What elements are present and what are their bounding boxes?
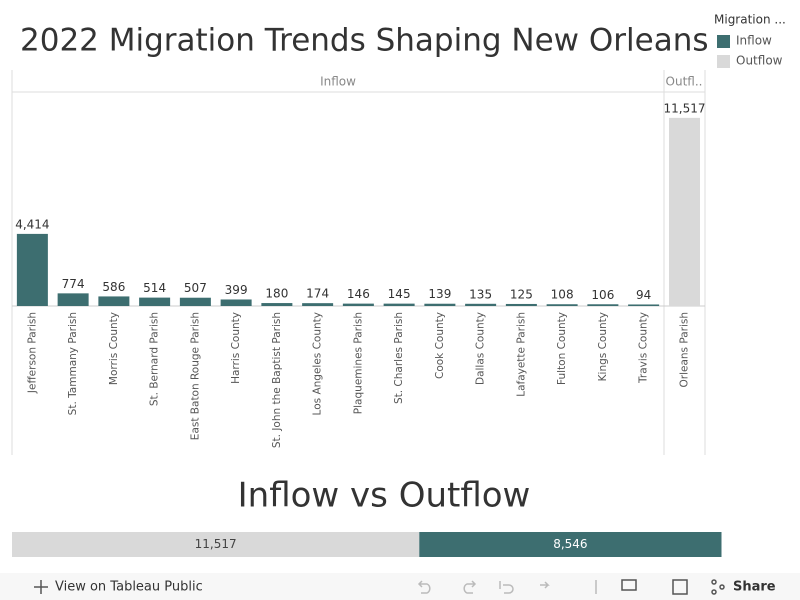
x-tick-label: St. John the Baptist Parish	[271, 312, 283, 448]
bar	[57, 293, 89, 306]
value-label: 135	[469, 287, 492, 301]
tableau-icon	[34, 580, 48, 594]
value-label: 174	[306, 287, 329, 301]
value-label: 586	[102, 280, 125, 294]
value-label: 125	[510, 287, 533, 301]
value-label: 8,546	[553, 537, 587, 551]
x-tick-label: Travis County	[638, 312, 650, 384]
x-tick-label: Harris County	[230, 312, 242, 384]
panel-header: Outfl..	[666, 75, 703, 89]
x-tick-label: St. Charles Parish	[393, 312, 405, 404]
x-tick-label: Jefferson Parish	[26, 312, 38, 394]
value-label: 514	[143, 281, 166, 295]
view-link[interactable]: View on Tableau Public	[55, 580, 203, 595]
toolbar	[0, 573, 800, 600]
value-label: 180	[265, 287, 288, 301]
x-tick-label: Orleans Parish	[679, 312, 691, 388]
x-tick-label: Morris County	[108, 312, 120, 385]
x-tick-label: Kings County	[597, 312, 609, 381]
bar-segment	[12, 532, 420, 557]
value-label: 139	[428, 287, 451, 301]
value-label: 145	[388, 287, 411, 301]
bar	[16, 233, 48, 306]
value-label: 11,517	[664, 101, 706, 115]
value-label: 4,414	[15, 217, 49, 231]
value-label: 94	[636, 288, 651, 302]
x-tick-label: Dallas County	[475, 312, 487, 385]
bar-segment	[419, 532, 722, 557]
bar	[261, 303, 293, 306]
bar	[587, 304, 619, 306]
bar	[465, 303, 497, 306]
chart-title: 2022 Migration Trends Shaping New Orlean…	[20, 23, 709, 59]
bar	[546, 304, 578, 306]
value-label: 11,517	[195, 537, 237, 551]
x-tick-label: St. Bernard Parish	[149, 312, 161, 406]
bar	[139, 297, 171, 306]
share-button[interactable]: Share	[733, 580, 776, 595]
legend-swatch	[717, 55, 730, 68]
bar	[383, 303, 415, 306]
value-label: 146	[347, 287, 370, 301]
chart-title: Inflow vs Outflow	[238, 476, 531, 516]
x-tick-label: St. Tammany Parish	[67, 312, 79, 415]
x-tick-label: Plaquemines Parish	[352, 312, 364, 414]
value-label: 108	[551, 288, 574, 302]
value-label: 106	[591, 288, 614, 302]
bar	[98, 296, 130, 306]
x-tick-label: Cook County	[434, 312, 446, 379]
bar	[342, 303, 374, 306]
legend-label: Outflow	[736, 54, 783, 68]
bar	[220, 299, 252, 306]
value-label: 399	[225, 283, 248, 297]
bar	[505, 303, 537, 306]
bar	[179, 297, 211, 306]
bar	[424, 303, 456, 306]
toolbar-icons	[417, 579, 725, 595]
legend-swatch	[717, 35, 730, 48]
x-tick-label: Lafayette Parish	[515, 312, 527, 397]
bar	[669, 117, 700, 306]
x-tick-label: East Baton Rouge Parish	[189, 312, 201, 440]
value-label: 507	[184, 281, 207, 295]
legend-label: Inflow	[736, 34, 772, 48]
bar	[628, 304, 660, 306]
x-tick-label: Fulton County	[556, 312, 568, 385]
panel-header: Inflow	[320, 75, 356, 89]
legend-title: Migration ...	[714, 13, 786, 27]
bar	[302, 303, 334, 306]
value-label: 774	[62, 277, 85, 291]
x-tick-label: Los Angeles County	[312, 312, 324, 415]
